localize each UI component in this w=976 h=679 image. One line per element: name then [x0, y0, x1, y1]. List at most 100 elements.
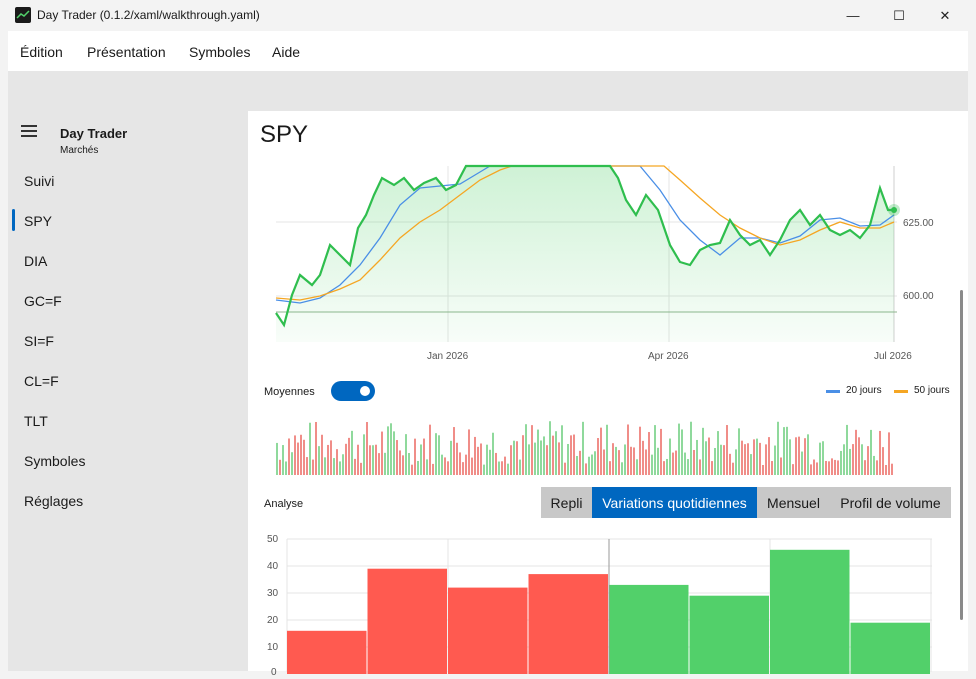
volume-bar: [516, 441, 518, 475]
volume-bar: [669, 438, 671, 475]
sidebar-item-spy[interactable]: SPY: [24, 213, 53, 229]
volume-bar: [447, 461, 449, 475]
sidebar-item-suivi[interactable]: Suivi: [24, 173, 55, 189]
menu-aide[interactable]: Aide: [272, 44, 301, 60]
sidebar-item-clf[interactable]: CL=F: [24, 373, 59, 389]
menu-presentation[interactable]: Présentation: [87, 44, 166, 60]
y-tick-label: 625.00: [903, 218, 934, 229]
averages-toggle[interactable]: [331, 381, 375, 401]
volume-bar: [627, 424, 629, 475]
volume-bar: [360, 462, 362, 475]
tab-repli[interactable]: Repli: [541, 487, 592, 518]
volume-bar: [603, 449, 605, 475]
volume-bar: [792, 464, 794, 475]
close-button[interactable]: ✕: [939, 7, 951, 23]
volume-bar: [435, 433, 437, 475]
volume-bar: [357, 444, 359, 475]
volume-bar: [852, 444, 854, 475]
volume-bar: [432, 463, 434, 475]
volume-bar: [525, 424, 527, 475]
volume-bar: [717, 431, 719, 475]
volume-bar: [783, 427, 785, 475]
sidebar-item-dia[interactable]: DIA: [24, 253, 48, 269]
volume-bar: [441, 454, 443, 475]
sidebar-item-gcf[interactable]: GC=F: [24, 293, 62, 309]
volume-bar: [600, 427, 602, 475]
volume-bar: [834, 459, 836, 475]
series-price-line: [275, 164, 894, 328]
volume-bar: [855, 429, 857, 475]
volume-bar: [885, 464, 887, 475]
volume-bar: [276, 442, 278, 475]
volume-bar: [702, 427, 704, 475]
volume-bar: [456, 442, 458, 475]
volume-bar: [288, 438, 290, 475]
volume-bar: [513, 440, 515, 475]
sidebar-item-sif[interactable]: SI=F: [24, 333, 54, 349]
volume-bar: [618, 450, 620, 475]
volume-bar: [804, 438, 806, 475]
volume-bar: [666, 458, 668, 475]
vertical-scrollbar[interactable]: [960, 290, 963, 620]
volume-bar: [567, 443, 569, 475]
tab-profil-de-volume[interactable]: Profil de volume: [830, 487, 951, 518]
volume-bar: [369, 445, 371, 475]
menu-edition[interactable]: Édition: [20, 44, 63, 60]
volume-bar: [279, 459, 281, 475]
tab-mensuel[interactable]: Mensuel: [757, 487, 830, 518]
hist-y-tick: 10: [267, 642, 279, 653]
volume-bar: [867, 446, 869, 475]
sidebar-item-reglages[interactable]: Réglages: [24, 493, 84, 509]
volume-bar: [519, 459, 521, 475]
volume-bar: [408, 452, 410, 475]
averages-label: Moyennes: [264, 386, 315, 398]
active-indicator: [12, 209, 15, 231]
volume-bar: [786, 426, 788, 475]
volume-bar: [705, 441, 707, 475]
volume-bar: [789, 439, 791, 475]
volume-bar: [750, 454, 752, 475]
sidebar-item-symboles[interactable]: Symboles: [24, 453, 86, 469]
volume-bar: [450, 440, 452, 475]
volume-bar: [735, 449, 737, 475]
hamburger-menu-icon[interactable]: [21, 125, 37, 137]
volume-bar: [453, 427, 455, 475]
volume-bar: [801, 451, 803, 475]
volume-bar: [690, 421, 692, 475]
volume-bar: [537, 429, 539, 475]
volume-bar: [819, 442, 821, 475]
toggle-knob: [360, 386, 370, 396]
volume-bar: [552, 435, 554, 475]
volume-bar: [774, 445, 776, 475]
y-tick-label: 600.00: [903, 291, 934, 302]
tab-variations-quotidiennes[interactable]: Variations quotidiennes: [592, 487, 757, 518]
volume-bar: [687, 459, 689, 475]
sidebar: Day Trader Marchés Suivi SPY DIA GC=F SI…: [8, 111, 248, 671]
hist-y-tick: 30: [267, 588, 279, 599]
volume-bar: [579, 450, 581, 475]
legend-20-jours: 20 jours: [846, 385, 882, 396]
volume-bar: [327, 444, 329, 475]
volume-bar: [606, 424, 608, 475]
x-tick-label: Jan 2026: [427, 351, 469, 362]
volume-bar: [612, 443, 614, 475]
volume-bar: [822, 441, 824, 475]
sidebar-item-tlt[interactable]: TLT: [24, 413, 48, 429]
volume-bar: [465, 454, 467, 475]
volume-bar: [756, 438, 758, 475]
volume-bar: [597, 438, 599, 475]
volume-bar: [813, 459, 815, 475]
volume-bar: [693, 449, 695, 475]
menu-symboles[interactable]: Symboles: [189, 44, 251, 60]
volume-bar: [657, 447, 659, 475]
volume-bar: [543, 436, 545, 475]
volume-bar: [306, 457, 308, 475]
volume-bar: [876, 460, 878, 475]
volume-bar: [699, 459, 701, 475]
maximize-button[interactable]: ☐: [893, 7, 905, 23]
volume-bar: [654, 425, 656, 475]
minimize-button[interactable]: —: [846, 8, 860, 23]
volume-bar: [378, 453, 380, 475]
volume-bar: [816, 462, 818, 475]
